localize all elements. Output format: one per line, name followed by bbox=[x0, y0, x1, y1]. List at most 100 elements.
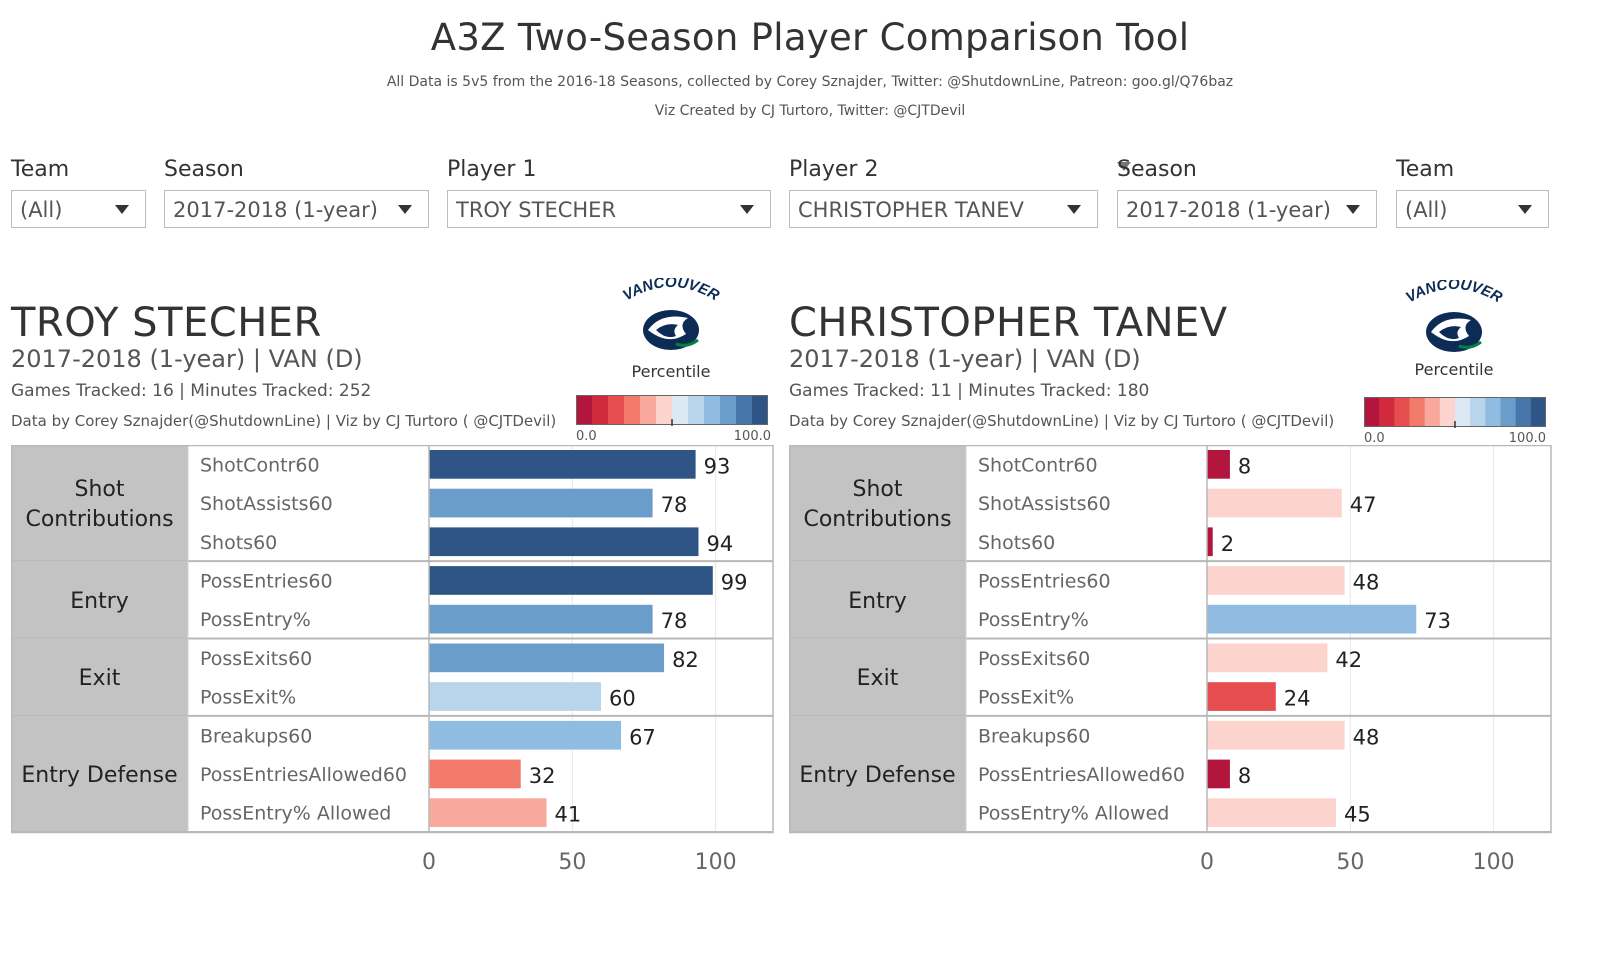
legend-swatch bbox=[1379, 398, 1395, 426]
x-tick-label: 0 bbox=[422, 850, 436, 875]
season-dropdown-value: 2017-2018 (1-year) bbox=[173, 198, 378, 222]
metric-label: ShotContr60 bbox=[200, 454, 320, 476]
legend-max: 100.0 bbox=[733, 429, 771, 444]
svg-text:VANCOUVER: VANCOUVER bbox=[1403, 280, 1505, 306]
bar bbox=[1207, 720, 1345, 750]
player-name: TROY STECHER bbox=[11, 300, 322, 346]
team-filter-label: Team bbox=[11, 157, 70, 182]
data-label: 24 bbox=[1284, 687, 1311, 711]
season-filter-label: Season bbox=[1117, 157, 1197, 182]
player1-dropdown[interactable]: TROY STECHER bbox=[447, 190, 771, 228]
bar bbox=[1207, 527, 1213, 557]
legend-swatch bbox=[608, 396, 625, 424]
legend-swatch bbox=[1439, 398, 1456, 426]
chevron-down-icon[interactable] bbox=[1346, 205, 1360, 214]
metric-label: Shots60 bbox=[978, 532, 1055, 554]
category-cell bbox=[11, 638, 188, 716]
percentile-label: Percentile bbox=[1414, 360, 1494, 379]
legend-swatch bbox=[752, 396, 768, 424]
legend-swatch bbox=[1409, 398, 1426, 426]
season-dropdown-value: 2017-2018 (1-year) bbox=[1126, 198, 1331, 222]
data-credit: Data by Corey Sznajder(@ShutdownLine) | … bbox=[11, 412, 557, 430]
data-label: 45 bbox=[1344, 803, 1371, 827]
bar bbox=[1207, 682, 1276, 711]
player2-filter-label: Player 2 bbox=[789, 157, 879, 182]
legend-swatch bbox=[1424, 398, 1441, 426]
chevron-down-icon[interactable] bbox=[1067, 205, 1081, 214]
data-label: 47 bbox=[1350, 493, 1377, 517]
player-season-team: 2017-2018 (1-year) | VAN (D) bbox=[789, 345, 1141, 373]
metric-label: PossEntry% Allowed bbox=[200, 803, 391, 825]
bar bbox=[429, 682, 601, 711]
bar bbox=[429, 604, 653, 634]
legend-swatch bbox=[656, 396, 673, 424]
player1-filter-label: Player 1 bbox=[447, 157, 537, 182]
legend-swatch bbox=[1470, 398, 1486, 426]
percentile-label: Percentile bbox=[631, 362, 711, 381]
data-label: 42 bbox=[1335, 648, 1362, 672]
metric-label: PossExit% bbox=[200, 687, 296, 709]
bar bbox=[1207, 488, 1342, 518]
team-dropdown-right[interactable]: (All) bbox=[1396, 190, 1549, 228]
category-label: Contributions bbox=[803, 507, 951, 532]
x-tick-label: 50 bbox=[1336, 850, 1364, 875]
category-label: Shot bbox=[75, 477, 125, 502]
player2-dropdown[interactable]: CHRISTOPHER TANEV bbox=[789, 190, 1098, 228]
data-label: 8 bbox=[1238, 454, 1251, 478]
metric-label: PossExits60 bbox=[200, 648, 312, 670]
player1-panel: TROY STECHER 2017-2018 (1-year) | VAN (D… bbox=[11, 274, 801, 920]
category-label: Entry Defense bbox=[21, 763, 177, 788]
player2-percentile-chart: Shot Contributions ShotContr60 8 ShotAssists… bbox=[789, 445, 1579, 915]
chevron-down-icon[interactable] bbox=[740, 205, 754, 214]
player1-percentile-chart: Shot Contributions ShotContr60 93 ShotAssist… bbox=[11, 445, 801, 915]
metric-label: PossEntry% Allowed bbox=[978, 803, 1169, 825]
bar bbox=[429, 720, 622, 750]
data-label: 60 bbox=[609, 687, 636, 711]
bar bbox=[1207, 604, 1417, 634]
chevron-down-icon[interactable] bbox=[115, 205, 129, 214]
metric-label: ShotAssists60 bbox=[978, 493, 1111, 515]
data-label: 99 bbox=[721, 570, 748, 594]
data-label: 48 bbox=[1353, 570, 1380, 594]
category-label: Entry Defense bbox=[799, 763, 955, 788]
data-label: 32 bbox=[529, 764, 556, 788]
chevron-down-icon[interactable] bbox=[1518, 205, 1532, 214]
metric-label: PossEntry% bbox=[200, 609, 311, 631]
team-logo: VANCOUVER bbox=[616, 274, 726, 353]
metric-label: ShotAssists60 bbox=[200, 493, 333, 515]
metric-label: Shots60 bbox=[200, 532, 277, 554]
svg-text:VANCOUVER: VANCOUVER bbox=[620, 278, 722, 304]
player-season-team: 2017-2018 (1-year) | VAN (D) bbox=[11, 345, 363, 373]
viz-credit-subtitle: Viz Created by CJ Turtoro, Twitter: @CJT… bbox=[654, 103, 966, 119]
data-label: 67 bbox=[629, 725, 656, 749]
legend-swatch bbox=[1515, 398, 1532, 426]
metric-label: PossExit% bbox=[978, 687, 1074, 709]
legend-swatch bbox=[1530, 398, 1546, 426]
bar bbox=[1207, 450, 1230, 479]
sort-menu-icon[interactable] bbox=[1117, 162, 1131, 171]
legend-swatch bbox=[640, 396, 657, 424]
season-dropdown-left[interactable]: 2017-2018 (1-year) bbox=[164, 190, 429, 228]
bar bbox=[429, 527, 699, 557]
data-label: 8 bbox=[1238, 764, 1251, 788]
category-cell bbox=[789, 445, 966, 562]
season-dropdown-right[interactable]: 2017-2018 (1-year) bbox=[1117, 190, 1377, 228]
team-wordmark: VANCOUVER bbox=[1403, 276, 1505, 306]
bar bbox=[1207, 566, 1345, 595]
team-filter-label: Team bbox=[1396, 157, 1455, 182]
season-filter-label: Season bbox=[164, 157, 244, 182]
category-cell bbox=[789, 638, 966, 716]
chevron-down-icon[interactable] bbox=[398, 205, 412, 214]
category-label: Exit bbox=[79, 666, 121, 691]
player1-dropdown-value: TROY STECHER bbox=[456, 198, 617, 222]
metric-label: PossEntriesAllowed60 bbox=[978, 764, 1185, 786]
legend-swatch bbox=[1455, 398, 1471, 426]
legend-swatch bbox=[720, 396, 737, 424]
team-filter-right: Team (All) bbox=[1396, 156, 1549, 228]
data-label: 93 bbox=[704, 454, 731, 478]
legend-swatch bbox=[1485, 398, 1501, 426]
legend-swatch bbox=[672, 396, 689, 424]
team-dropdown-left[interactable]: (All) bbox=[11, 190, 146, 228]
percentile-legend: 0.0 100.0 bbox=[576, 395, 771, 444]
player2-panel: CHRISTOPHER TANEV 2017-2018 (1-year) | V… bbox=[789, 276, 1579, 920]
